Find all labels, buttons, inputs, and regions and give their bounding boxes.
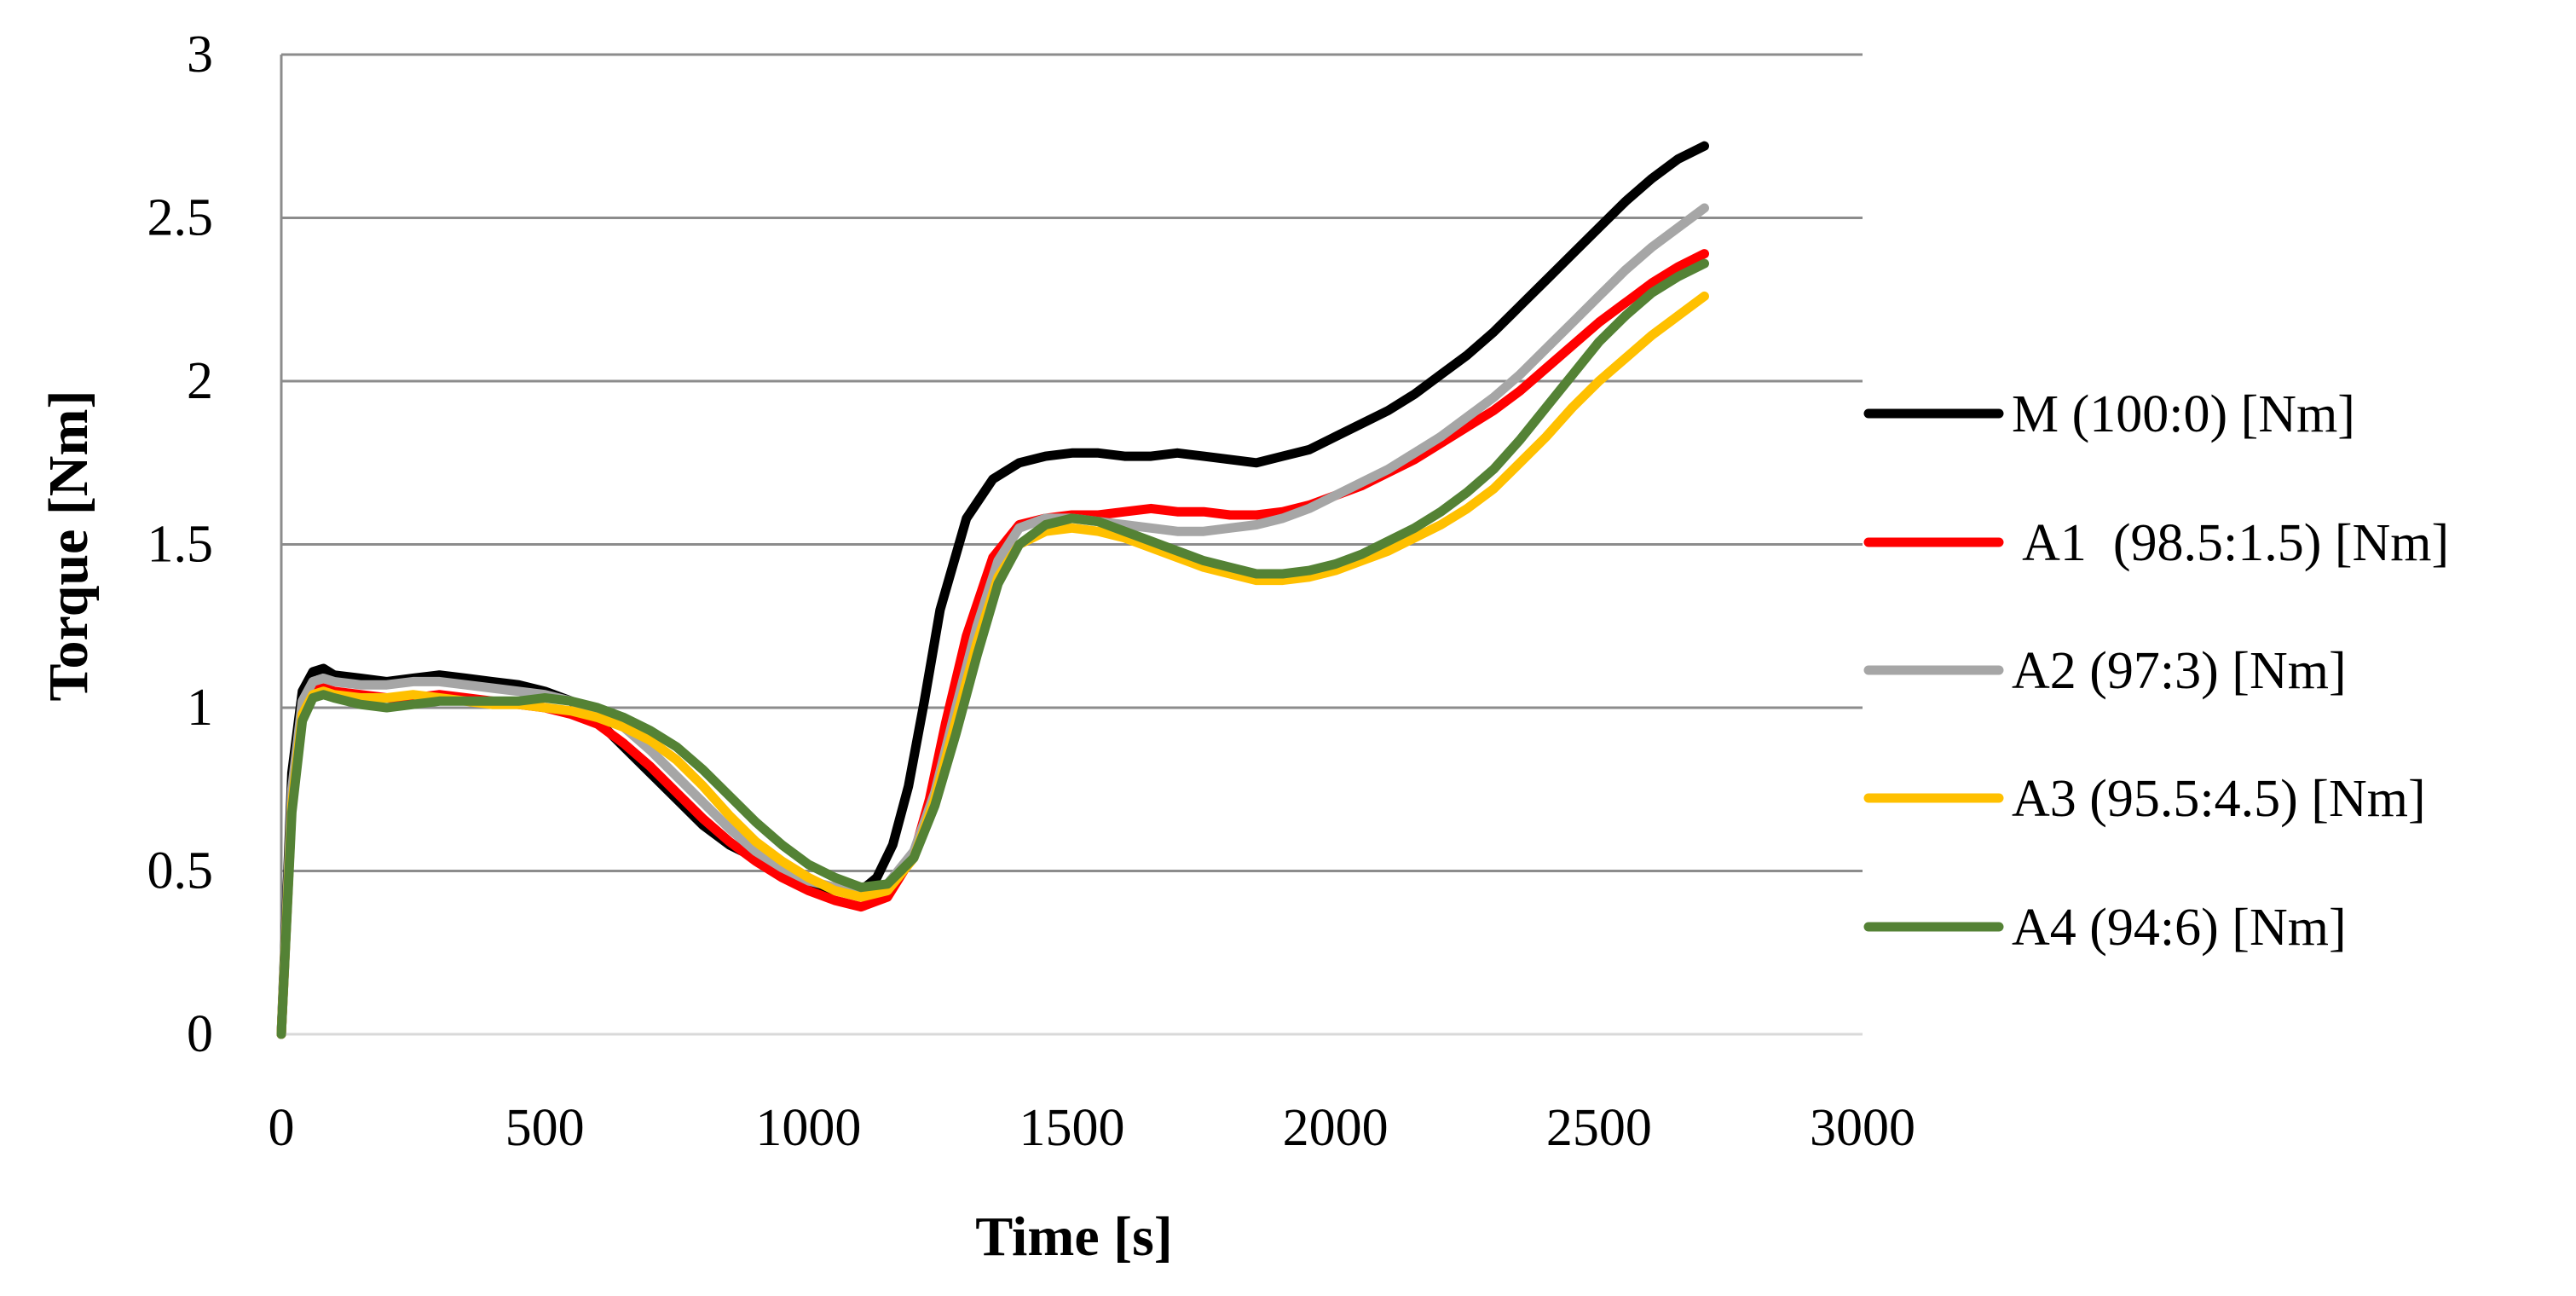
x-tick-label: 1000: [755, 1099, 861, 1157]
x-axis-ticks: 0 500 1000 1500 2000 2500 3000: [269, 1099, 1916, 1157]
y-axis-ticks: 0 0.5 1 1.5 2 2.5 3: [147, 26, 214, 1063]
legend-label: A3 (95.5:4.5) [Nm]: [2012, 770, 2426, 828]
x-tick-label: 2500: [1546, 1099, 1652, 1157]
y-tick-label: 0: [187, 1005, 213, 1063]
legend-label: A2 (97:3) [Nm]: [2012, 642, 2347, 700]
legend-label: A4 (94:6) [Nm]: [2012, 899, 2347, 957]
x-axis-title: Time [s]: [975, 1206, 1173, 1268]
y-tick-label: 2: [187, 352, 213, 410]
y-tick-label: 1: [187, 679, 213, 737]
x-tick-label: 1500: [1019, 1099, 1125, 1157]
legend: M (100:0) [Nm] A1 (98.5:1.5) [Nm] A2 (97:…: [1863, 385, 2449, 957]
legend-entry-1: M (100:0) [Nm]: [1863, 385, 2355, 443]
legend-entry-3: A2 (97:3) [Nm]: [1863, 642, 2347, 700]
y-tick-label: 2.5: [147, 189, 214, 247]
y-axis-title: Torque [Nm]: [38, 391, 100, 702]
y-tick-label: 3: [187, 26, 213, 84]
x-tick-label: 0: [269, 1099, 295, 1157]
legend-label: A1 (98.5:1.5) [Nm]: [2012, 514, 2449, 572]
y-tick-label: 1.5: [147, 516, 214, 574]
x-tick-label: 3000: [1810, 1099, 1915, 1157]
legend-entry-2: A1 (98.5:1.5) [Nm]: [1863, 514, 2449, 572]
legend-entry-5: A4 (94:6) [Nm]: [1863, 899, 2347, 957]
x-tick-label: 500: [505, 1099, 585, 1157]
legend-label: M (100:0) [Nm]: [2012, 385, 2355, 443]
legend-entry-4: A3 (95.5:4.5) [Nm]: [1863, 770, 2426, 828]
x-tick-label: 2000: [1283, 1099, 1389, 1157]
series-lines: [276, 141, 1709, 1039]
series-line-1: [276, 141, 1709, 1039]
y-tick-label: 0.5: [147, 842, 214, 900]
series-line-2: [276, 249, 1709, 1039]
series-line-5: [276, 258, 1709, 1039]
